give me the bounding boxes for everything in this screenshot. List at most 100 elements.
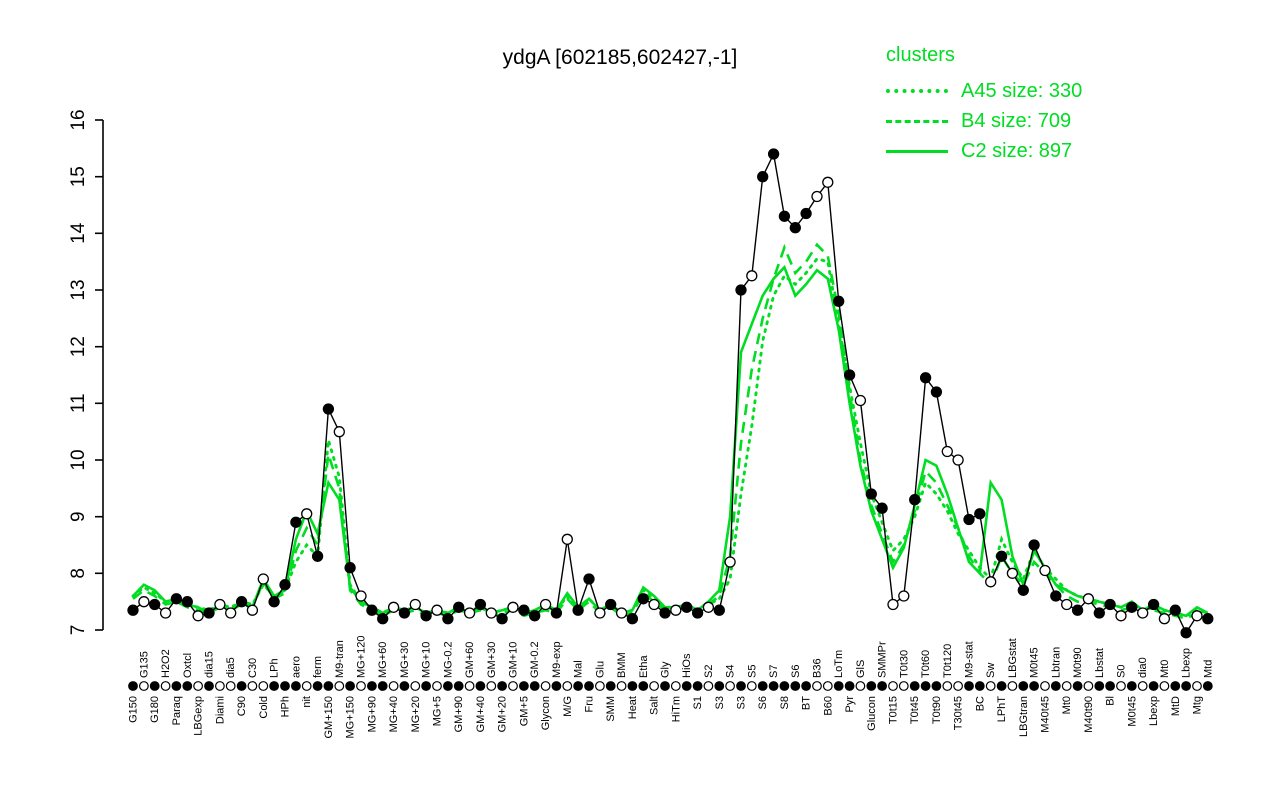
condition-dot xyxy=(1126,681,1137,691)
gene-marker xyxy=(192,610,204,622)
condition-label: BT xyxy=(801,696,813,710)
condition-dot xyxy=(974,681,985,691)
condition-label: LBGexp xyxy=(193,696,205,736)
condition-dot xyxy=(280,681,290,691)
condition-label: GM+20 xyxy=(497,696,509,732)
condition-label: G180 xyxy=(149,696,161,723)
condition-dot xyxy=(855,681,866,691)
condition-label: GM+40 xyxy=(475,696,487,732)
condition-dot xyxy=(953,681,963,691)
gene-marker xyxy=(1147,598,1160,611)
condition-dot xyxy=(312,681,323,691)
condition-label: MG+40 xyxy=(388,696,400,732)
condition-label: T30t45 xyxy=(953,696,965,730)
condition-label: Cold xyxy=(258,696,270,719)
gene-marker xyxy=(127,604,139,616)
y-tick-label: 13 xyxy=(68,279,89,300)
condition-label: S8 xyxy=(779,696,791,709)
y-tick-label: 11 xyxy=(68,393,89,413)
gene-marker xyxy=(1104,598,1116,611)
gene-marker xyxy=(279,579,291,591)
condition-dot xyxy=(1159,681,1170,691)
condition-label: Salt xyxy=(649,696,661,715)
gene-marker xyxy=(485,607,497,619)
gene-marker xyxy=(311,550,324,562)
condition-dot xyxy=(1148,681,1159,691)
gene-marker xyxy=(833,295,845,307)
condition-label: T0t15 xyxy=(888,696,900,724)
condition-dot xyxy=(768,681,779,691)
condition-dot xyxy=(171,681,182,691)
condition-label: aero xyxy=(290,656,302,678)
condition-label: MG+120 xyxy=(356,636,368,679)
condition-label: HiOs xyxy=(681,653,693,678)
gene-marker xyxy=(387,601,400,613)
condition-dot xyxy=(323,681,334,691)
condition-label: S6 xyxy=(757,696,769,709)
condition-dot xyxy=(182,681,193,691)
legend-entry-label: A45 size: 330 xyxy=(961,79,1083,102)
condition-label: GM+5 xyxy=(518,696,530,726)
legend: clusters A45 size: 330 B4 size: 709 C2 s… xyxy=(886,44,1082,166)
condition-label: Fru xyxy=(584,696,596,713)
gene-marker xyxy=(409,598,421,611)
gene-marker xyxy=(1028,539,1040,551)
condition-label: MG+150 xyxy=(345,696,357,739)
gene-marker xyxy=(442,613,454,625)
gene-marker xyxy=(1202,613,1214,625)
gene-marker xyxy=(550,607,563,619)
gene-marker xyxy=(963,513,975,526)
y-tick-label: 8 xyxy=(68,568,89,579)
condition-dot xyxy=(464,681,475,691)
condition-label: M0t45 xyxy=(1126,696,1138,727)
condition-label: M40t90 xyxy=(1083,696,1095,733)
gene-marker xyxy=(800,207,812,220)
gene-marker xyxy=(995,550,1008,562)
gene-marker xyxy=(301,508,313,520)
condition-dot xyxy=(920,681,931,691)
condition-label: Mtd xyxy=(1202,660,1214,678)
y-tick-label: 14 xyxy=(68,222,89,244)
gene-marker xyxy=(887,598,899,611)
gene-marker xyxy=(1115,610,1127,622)
condition-dot xyxy=(1170,681,1181,691)
condition-dot xyxy=(942,681,953,691)
condition-label: MtD xyxy=(1170,696,1182,716)
condition-label: HiTm xyxy=(670,696,682,722)
gene-marker xyxy=(496,613,508,625)
gene-marker xyxy=(713,604,725,616)
gene-marker xyxy=(691,607,704,619)
condition-label: GM+60 xyxy=(464,642,476,678)
gene-marker xyxy=(724,556,736,568)
condition-label: Glu xyxy=(594,661,606,678)
condition-label: Paraq xyxy=(171,696,183,725)
gene-marker xyxy=(1180,627,1192,639)
dashed-line-sample xyxy=(886,119,948,123)
x-axis-labels: G150 G135 G180 H2O2 Paraq Oxtcl LBGexp dia15 Dia… xyxy=(128,636,1215,739)
gene-marker xyxy=(594,607,606,619)
gene-marker xyxy=(615,607,628,619)
gene-marker xyxy=(876,502,888,514)
condition-label: M9-tran xyxy=(334,640,346,678)
gene-marker xyxy=(898,590,910,602)
gene-marker xyxy=(626,613,639,625)
condition-dot xyxy=(1192,681,1202,691)
condition-label: SMMPr xyxy=(877,641,889,678)
gene-marker xyxy=(735,284,747,296)
condition-dot xyxy=(1083,681,1094,691)
condition-label: M9-stat xyxy=(964,641,976,678)
gene-marker xyxy=(420,610,432,622)
condition-dot xyxy=(399,681,410,691)
gene-marker xyxy=(529,610,541,622)
page-title: ydgA [602185,602427,-1] xyxy=(502,46,738,69)
condition-dot xyxy=(822,681,833,691)
condition-dot xyxy=(236,681,247,691)
gene-marker xyxy=(1006,567,1019,579)
gene-marker xyxy=(583,573,595,585)
condition-label: H2O2 xyxy=(160,649,172,678)
condition-label: T0t120 xyxy=(942,644,954,678)
condition-dot xyxy=(1094,681,1105,691)
condition-dot xyxy=(247,681,258,691)
